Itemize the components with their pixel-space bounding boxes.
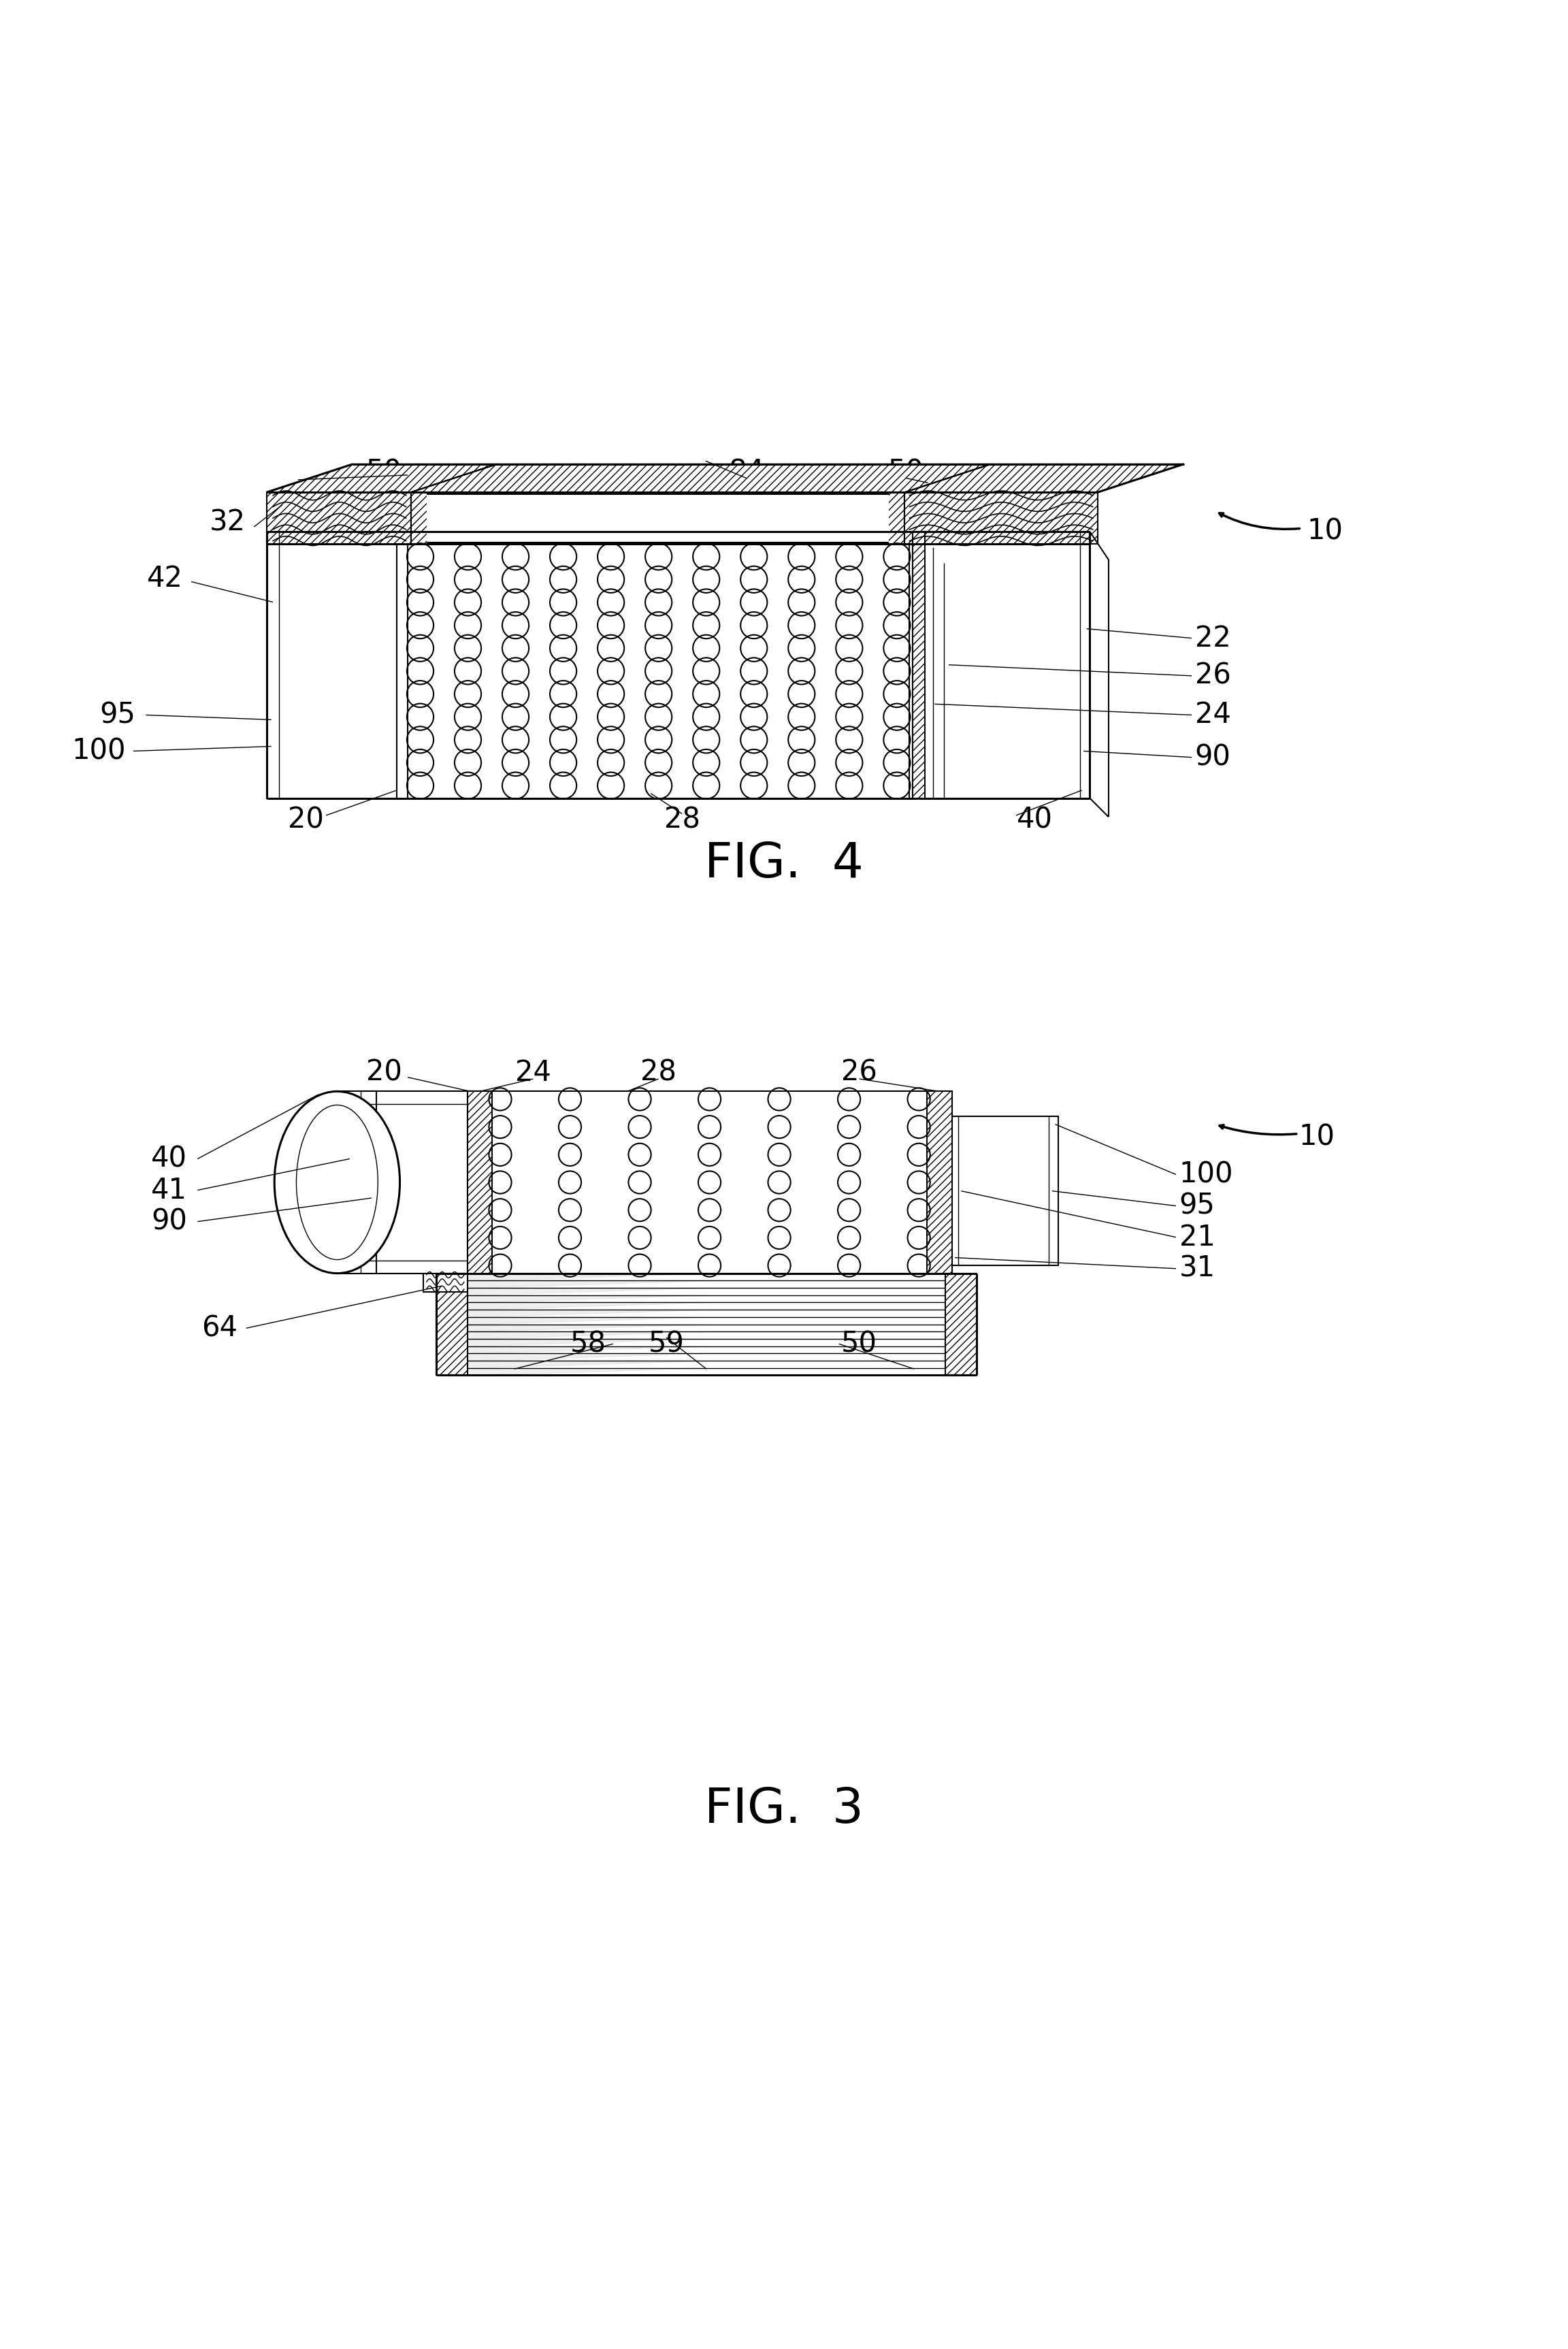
Polygon shape: [436, 1273, 467, 1374]
Polygon shape: [927, 1092, 952, 1273]
Text: 28: 28: [663, 806, 701, 834]
Polygon shape: [420, 1273, 993, 1374]
Polygon shape: [267, 531, 397, 799]
Text: 28: 28: [640, 1059, 677, 1088]
Text: 26: 26: [842, 1059, 877, 1088]
Text: 31: 31: [1179, 1254, 1215, 1283]
Ellipse shape: [274, 1092, 400, 1273]
Text: 24: 24: [516, 1059, 550, 1088]
Polygon shape: [905, 493, 1098, 545]
Text: 90: 90: [1195, 742, 1231, 770]
Text: 40: 40: [151, 1144, 188, 1172]
Text: 58: 58: [569, 1330, 607, 1358]
Text: 21: 21: [1179, 1224, 1215, 1252]
Polygon shape: [467, 1092, 492, 1273]
Text: 100: 100: [1179, 1160, 1234, 1189]
Polygon shape: [946, 1273, 977, 1374]
Polygon shape: [337, 1092, 470, 1273]
Text: 20: 20: [367, 1059, 401, 1088]
Polygon shape: [267, 465, 1105, 799]
Text: 95: 95: [100, 700, 135, 728]
Text: 41: 41: [151, 1177, 188, 1205]
Polygon shape: [905, 465, 1184, 493]
Text: 84: 84: [728, 458, 765, 486]
Text: 26: 26: [1195, 662, 1231, 691]
Text: 50: 50: [365, 458, 403, 486]
Text: 10: 10: [1306, 517, 1344, 545]
Text: 20: 20: [289, 806, 323, 834]
Polygon shape: [267, 493, 411, 545]
Polygon shape: [411, 493, 905, 545]
Text: 10: 10: [1298, 1123, 1336, 1151]
Polygon shape: [423, 1273, 467, 1292]
Text: 32: 32: [209, 507, 246, 536]
Text: 24: 24: [1195, 700, 1231, 728]
Text: 95: 95: [1179, 1191, 1215, 1219]
Text: 22: 22: [1195, 625, 1231, 653]
Text: 50: 50: [887, 458, 925, 486]
Polygon shape: [267, 465, 497, 493]
Polygon shape: [411, 465, 991, 493]
Polygon shape: [408, 545, 909, 799]
Ellipse shape: [296, 1104, 378, 1259]
Text: 42: 42: [147, 564, 182, 592]
Polygon shape: [913, 531, 1090, 799]
Text: 100: 100: [72, 738, 125, 766]
Text: FIG.  3: FIG. 3: [704, 1785, 864, 1832]
Polygon shape: [467, 1092, 952, 1273]
Text: 64: 64: [201, 1313, 238, 1344]
Text: 50: 50: [840, 1330, 878, 1358]
Polygon shape: [259, 1076, 1090, 1384]
Text: 90: 90: [152, 1207, 187, 1236]
Polygon shape: [913, 531, 925, 799]
Text: FIG.  4: FIG. 4: [704, 841, 864, 888]
Text: 59: 59: [649, 1330, 684, 1358]
Polygon shape: [426, 493, 889, 543]
Text: 40: 40: [1016, 806, 1054, 834]
Polygon shape: [949, 1116, 1058, 1266]
